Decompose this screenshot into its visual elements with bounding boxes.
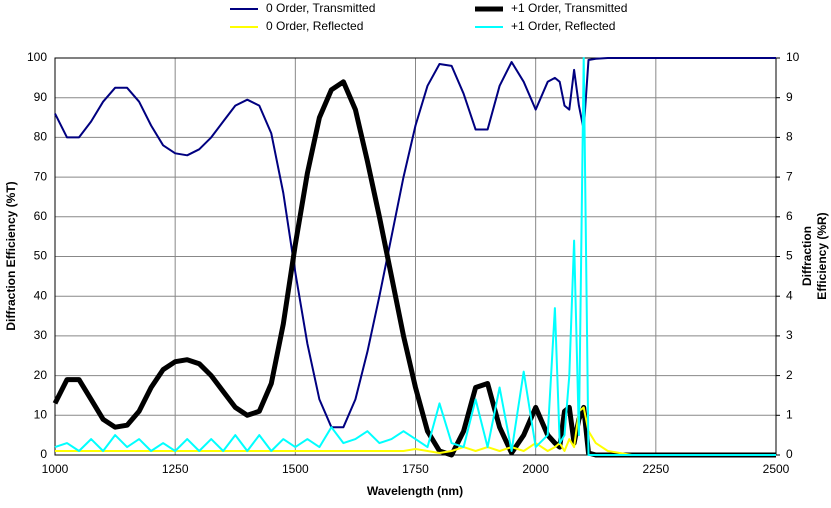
y2-tick-label: 2 [786,368,793,382]
x-tick-label: 2250 [642,462,669,476]
series-line [54,57,776,456]
y2-tick-label: 8 [786,130,793,144]
y-tick-label: 90 [34,90,48,104]
y-tick-label: 30 [34,328,48,342]
y-tick-label: 10 [34,407,48,421]
x-tick-label: 1500 [282,462,309,476]
y-tick-label: 50 [34,249,48,263]
y2-tick-label: 10 [786,50,800,64]
y-tick-label: 0 [40,447,47,461]
x-tick-label: 2000 [522,462,549,476]
series-line [52,79,776,458]
y-tick-label: 100 [27,50,47,64]
y-axis-label: Diffraction Efficiency (%T) [4,181,18,330]
legend-label: +1 Order, Transmitted [511,1,627,15]
legend-label: 0 Order, Reflected [266,19,363,33]
series-line [55,406,776,456]
x-tick-label: 1000 [42,462,69,476]
y-tick-label: 40 [34,288,48,302]
y2-tick-label: 5 [786,249,793,263]
y2-tick-label: 4 [786,288,793,302]
x-axis-label: Wavelength (nm) [367,484,463,498]
legend-label: +1 Order, Reflected [511,19,615,33]
y2-tick-label: 0 [786,447,793,461]
y-tick-label: 70 [34,169,48,183]
y2-axis-label: Diffraction [800,226,814,286]
y2-tick-label: 6 [786,209,793,223]
y2-tick-label: 3 [786,328,793,342]
y-tick-label: 20 [34,368,48,382]
plot-frame [54,57,777,456]
y2-tick-label: 9 [786,90,793,104]
series-line [54,57,776,429]
y-tick-label: 60 [34,209,48,223]
x-tick-label: 2500 [763,462,790,476]
y2-axis-label: Efficiency (%R) [815,212,829,299]
y2-tick-label: 1 [786,407,793,421]
y-tick-label: 80 [34,130,48,144]
legend-label: 0 Order, Transmitted [266,1,375,15]
x-tick-label: 1250 [162,462,189,476]
x-tick-label: 1750 [402,462,429,476]
y2-tick-label: 7 [786,169,793,183]
